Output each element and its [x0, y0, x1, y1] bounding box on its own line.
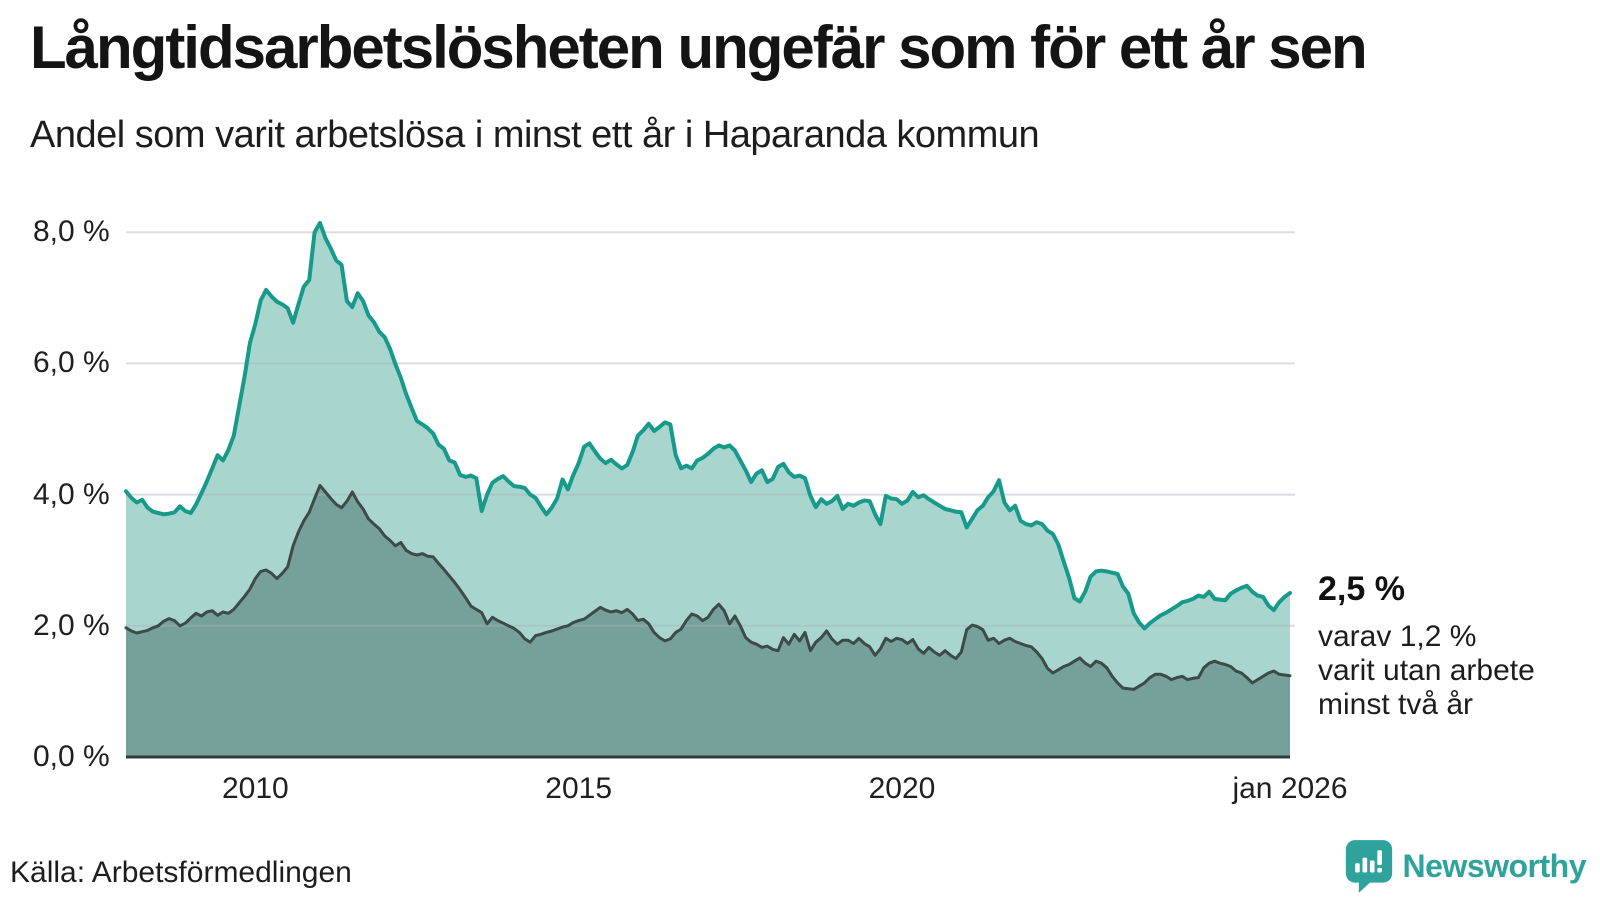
x-axis-tick-label: 2015: [545, 772, 613, 805]
x-axis-tick-label: 2010: [221, 772, 289, 805]
y-axis-tick-label: 0,0 %: [33, 740, 110, 773]
y-axis-tick-label: 6,0 %: [33, 346, 110, 380]
newsworthy-logo: Newsworthy: [1344, 838, 1587, 894]
page-title: Långtidsarbetslösheten ungefär som för e…: [30, 14, 1368, 81]
page-subtitle: Andel som varit arbetslösa i minst ett å…: [30, 114, 1040, 156]
source-note: Källa: Arbetsförmedlingen: [10, 856, 352, 889]
newsworthy-bubble-chart-icon: [1345, 840, 1392, 893]
y-axis-tick-label: 4,0 %: [33, 477, 110, 511]
x-axis-tick-label: jan 2026: [1232, 772, 1348, 805]
annotation-note-line: minst två år: [1318, 688, 1474, 721]
annotation-note-line: varit utan arbete: [1318, 654, 1535, 687]
series-area-minst-tva-ar: [126, 485, 1290, 757]
latest-value-annotation: 2,5 %: [1318, 570, 1405, 608]
x-axis-tick-label: 2020: [868, 772, 936, 805]
newsworthy-logo-text: Newsworthy: [1402, 847, 1587, 884]
annotation-note-line: varav 1,2 %: [1318, 620, 1477, 653]
secondary-value-annotation: varav 1,2 % varit utan arbete minst två …: [1318, 620, 1535, 722]
series-line-minst-ett-ar: [124, 221, 1292, 631]
y-axis-tick-label: 2,0 %: [33, 608, 110, 642]
y-axis-tick-label: 8,0 %: [33, 215, 110, 249]
series-line-minst-tva-ar: [124, 483, 1292, 691]
